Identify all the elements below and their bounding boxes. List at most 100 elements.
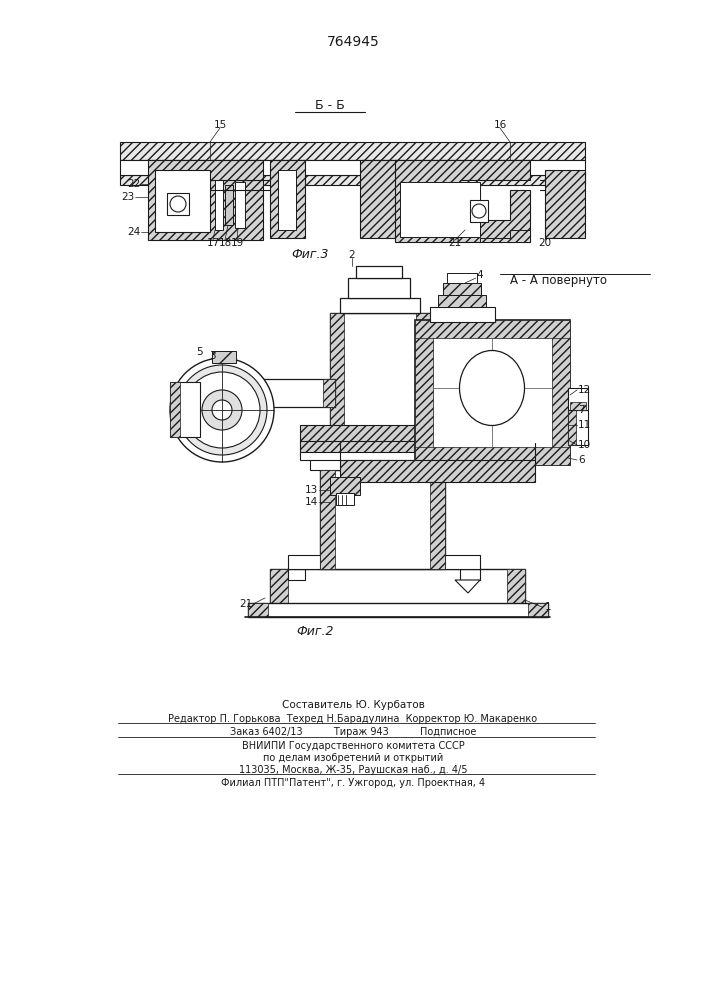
- Text: Филиал ПТП"Патент", г. Ужгород, ул. Проектная, 4: Филиал ПТП"Патент", г. Ужгород, ул. Прое…: [221, 778, 485, 788]
- Bar: [250, 379, 262, 407]
- Bar: [270, 160, 305, 238]
- Bar: [270, 569, 288, 607]
- Bar: [356, 266, 402, 278]
- Text: 3: 3: [209, 351, 216, 361]
- Text: 5: 5: [197, 347, 203, 357]
- Bar: [415, 320, 433, 465]
- Circle shape: [170, 358, 274, 462]
- Bar: [415, 447, 570, 465]
- Bar: [568, 410, 588, 445]
- Bar: [568, 388, 588, 410]
- Bar: [270, 569, 525, 607]
- Bar: [248, 603, 268, 617]
- Bar: [235, 182, 245, 228]
- Text: 113035, Москва, Ж-35, Раушская наб., д. 4/5: 113035, Москва, Ж-35, Раушская наб., д. …: [239, 765, 467, 775]
- Bar: [416, 313, 430, 443]
- Text: 15: 15: [214, 120, 227, 130]
- Text: 6: 6: [578, 455, 585, 465]
- Bar: [336, 493, 354, 505]
- Circle shape: [170, 196, 186, 212]
- Bar: [430, 470, 445, 569]
- Bar: [120, 142, 585, 160]
- Bar: [170, 382, 200, 437]
- Bar: [340, 460, 535, 482]
- Text: 20: 20: [539, 238, 551, 248]
- Polygon shape: [288, 555, 320, 569]
- Bar: [443, 283, 481, 295]
- Bar: [212, 351, 236, 363]
- Bar: [320, 470, 445, 569]
- Bar: [438, 295, 486, 307]
- Text: 4: 4: [477, 270, 484, 280]
- Text: 22: 22: [127, 179, 140, 189]
- Text: 21: 21: [239, 599, 252, 609]
- Bar: [323, 379, 335, 407]
- Bar: [170, 382, 180, 437]
- Bar: [430, 307, 495, 322]
- Bar: [348, 278, 410, 298]
- Bar: [360, 160, 400, 238]
- Polygon shape: [455, 580, 480, 593]
- Text: 21: 21: [448, 238, 462, 248]
- Bar: [330, 477, 360, 495]
- Bar: [400, 182, 480, 237]
- Bar: [148, 160, 263, 240]
- Ellipse shape: [460, 351, 525, 426]
- Bar: [545, 170, 585, 238]
- Text: 18: 18: [218, 238, 232, 248]
- Text: ВНИИПИ Государственного комитета СССР: ВНИИПИ Государственного комитета СССР: [242, 741, 464, 751]
- Text: Заказ 6402/13          Тираж 943          Подписное: Заказ 6402/13 Тираж 943 Подписное: [230, 727, 477, 737]
- Text: 24: 24: [127, 227, 140, 237]
- Text: 16: 16: [493, 120, 507, 130]
- Bar: [320, 443, 440, 455]
- Bar: [278, 170, 296, 230]
- Circle shape: [184, 372, 260, 448]
- Bar: [415, 320, 570, 338]
- Bar: [120, 175, 585, 185]
- Text: 11: 11: [578, 420, 591, 430]
- Bar: [570, 402, 586, 410]
- Bar: [120, 160, 585, 175]
- Bar: [470, 200, 488, 222]
- Text: 19: 19: [230, 238, 244, 248]
- Bar: [330, 313, 430, 443]
- Text: по делам изобретений и открытий: по делам изобретений и открытий: [263, 753, 443, 763]
- Bar: [507, 569, 525, 607]
- Text: 13: 13: [305, 485, 318, 495]
- Text: Редактор П. Горькова  Техред Н.Барадулина  Корректор Ю. Макаренко: Редактор П. Горькова Техред Н.Барадулина…: [168, 714, 537, 724]
- Bar: [310, 455, 455, 470]
- Text: 10: 10: [578, 440, 591, 450]
- Text: 764945: 764945: [327, 35, 380, 49]
- Bar: [568, 410, 576, 445]
- Bar: [300, 425, 475, 443]
- Text: 23: 23: [121, 192, 134, 202]
- Polygon shape: [480, 230, 530, 242]
- Text: Фиг.3: Фиг.3: [291, 248, 329, 261]
- Bar: [447, 273, 477, 283]
- Text: 14: 14: [305, 497, 318, 507]
- Bar: [552, 320, 570, 465]
- Circle shape: [202, 390, 242, 430]
- Bar: [300, 452, 475, 460]
- Text: 7: 7: [578, 405, 585, 415]
- Bar: [167, 193, 189, 215]
- Text: А - А повернуто: А - А повернуто: [510, 274, 607, 287]
- Bar: [330, 313, 344, 443]
- Circle shape: [177, 365, 267, 455]
- Polygon shape: [445, 555, 480, 569]
- Text: 1: 1: [545, 602, 551, 612]
- Bar: [528, 603, 548, 617]
- Bar: [155, 170, 210, 232]
- Text: 17: 17: [206, 238, 220, 248]
- Bar: [250, 379, 335, 407]
- Bar: [215, 180, 223, 230]
- Bar: [300, 441, 475, 455]
- Text: Составитель Ю. Курбатов: Составитель Ю. Курбатов: [281, 700, 424, 710]
- Bar: [225, 185, 233, 225]
- Bar: [340, 298, 420, 313]
- Text: 2: 2: [349, 250, 356, 260]
- Circle shape: [472, 204, 486, 218]
- Bar: [320, 470, 335, 569]
- Text: 12: 12: [578, 385, 591, 395]
- Polygon shape: [395, 160, 530, 242]
